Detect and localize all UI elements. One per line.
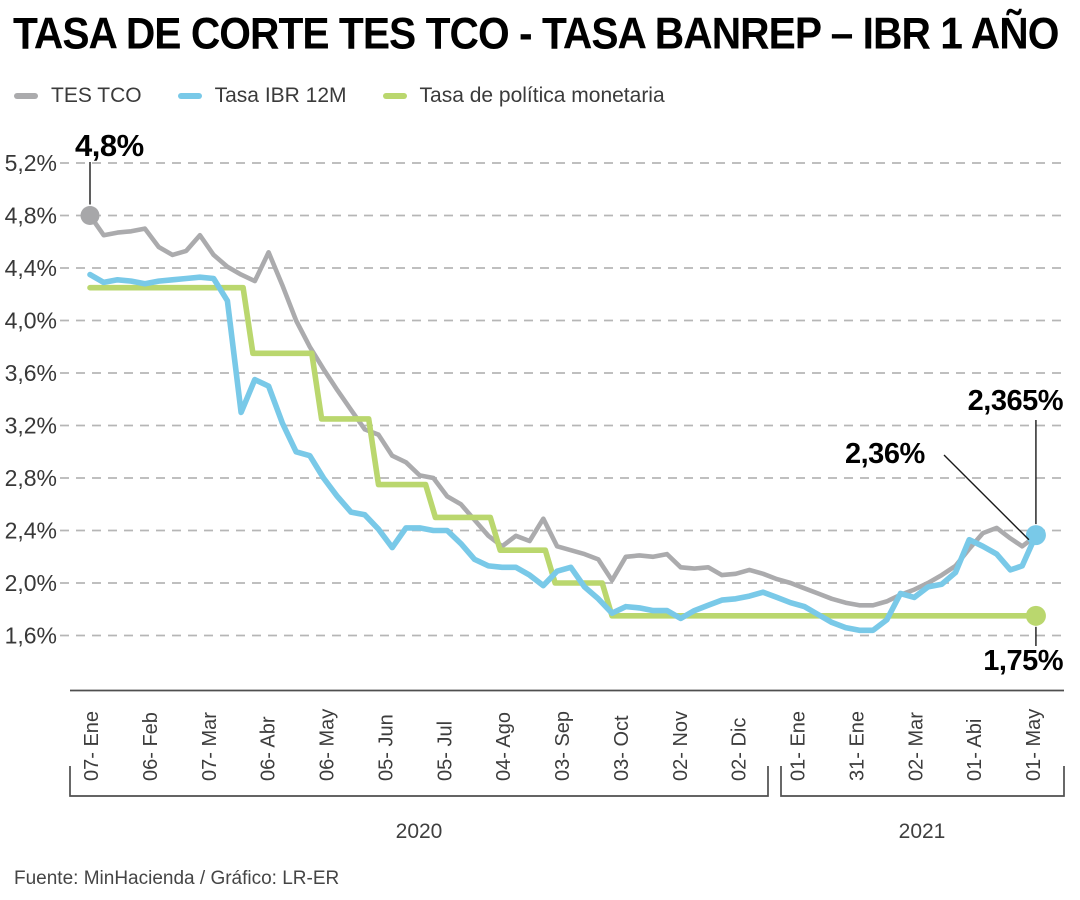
- annotation-ibr-end-value: 2,365%: [967, 385, 1064, 417]
- year-label: 2020: [396, 820, 443, 843]
- y-tick-label: 4,0%: [5, 308, 57, 334]
- page-title: TASA DE CORTE TES TCO - TASA BANREP – IB…: [13, 8, 1059, 58]
- x-tick-label: 06- Feb: [140, 712, 162, 781]
- x-tick-label: 06- Abr: [258, 716, 280, 781]
- legend-label-tes-tco: TES TCO: [51, 84, 142, 107]
- legend-label-politica-monetaria: Tasa de política monetaria: [419, 84, 665, 107]
- x-tick-label: 01- Abi: [964, 719, 986, 781]
- y-tick-label: 2,0%: [5, 570, 57, 596]
- end-marker-tasa-ibr-12m: [1025, 525, 1046, 546]
- year-bracket: [780, 766, 1065, 797]
- tes-tco-swatch-icon: [14, 93, 38, 99]
- year-label: 2021: [899, 820, 946, 843]
- x-tick-label: 03- Oct: [611, 715, 633, 781]
- politica-monetaria-swatch-icon: [382, 93, 407, 99]
- legend: TES TCO Tasa IBR 12M Tasa de política mo…: [14, 84, 665, 108]
- y-tick-label: 5,2%: [5, 150, 57, 176]
- annotation-start-value: 4,8%: [75, 128, 144, 163]
- x-tick-label: 05- Jul: [434, 721, 456, 781]
- x-tick-label: 05- Jun: [375, 714, 397, 781]
- x-tick-label: 07- Ene: [81, 711, 103, 781]
- source-credit: Fuente: MinHacienda / Gráfico: LR-ER: [14, 868, 340, 889]
- x-tick-label: 07- Mar: [199, 712, 221, 781]
- y-tick-label: 4,8%: [5, 203, 57, 229]
- x-tick-label: 31- Ene: [846, 711, 868, 781]
- x-tick-label: 02- Mar: [905, 712, 927, 781]
- y-tick-label: 3,2%: [5, 413, 57, 439]
- annotation-policy-end-value: 1,75%: [983, 645, 1063, 677]
- x-tick-label: 02- Dic: [729, 718, 751, 781]
- ibr-12m-swatch-icon: [177, 93, 202, 99]
- y-tick-label: 2,4%: [5, 518, 57, 544]
- x-tick-label: 01- Ene: [788, 711, 810, 781]
- x-tick-label: 03- Sep: [552, 711, 574, 781]
- y-tick-label: 3,6%: [5, 360, 57, 386]
- legend-item-politica-monetaria: Tasa de política monetaria: [382, 84, 665, 108]
- annotation-leader-line: [943, 454, 1030, 541]
- start-marker-tes-tco: [80, 206, 100, 225]
- y-tick-label: 2,8%: [5, 465, 57, 491]
- y-tick-label: 4,4%: [5, 255, 57, 281]
- x-tick-label: 06- May: [317, 709, 339, 781]
- annotation-tes-end-value: 2,36%: [845, 438, 925, 470]
- x-tick-label: 02- Nov: [670, 711, 692, 781]
- y-tick-label: 1,6%: [5, 623, 57, 649]
- year-bracket: [69, 766, 769, 797]
- series-line-tasa-ibr-12m: [87, 271, 1039, 634]
- x-tick-label: 01- May: [1023, 709, 1045, 781]
- legend-label-ibr-12m: Tasa IBR 12M: [214, 84, 347, 107]
- series-line-tes-tco: [87, 213, 1039, 608]
- legend-item-tes-tco: TES TCO: [14, 84, 142, 108]
- end-marker-tasa-de-pol-tica-monetaria: [1025, 605, 1046, 626]
- x-tick-label: 04- Ago: [493, 712, 515, 781]
- legend-item-ibr-12m: Tasa IBR 12M: [177, 84, 347, 108]
